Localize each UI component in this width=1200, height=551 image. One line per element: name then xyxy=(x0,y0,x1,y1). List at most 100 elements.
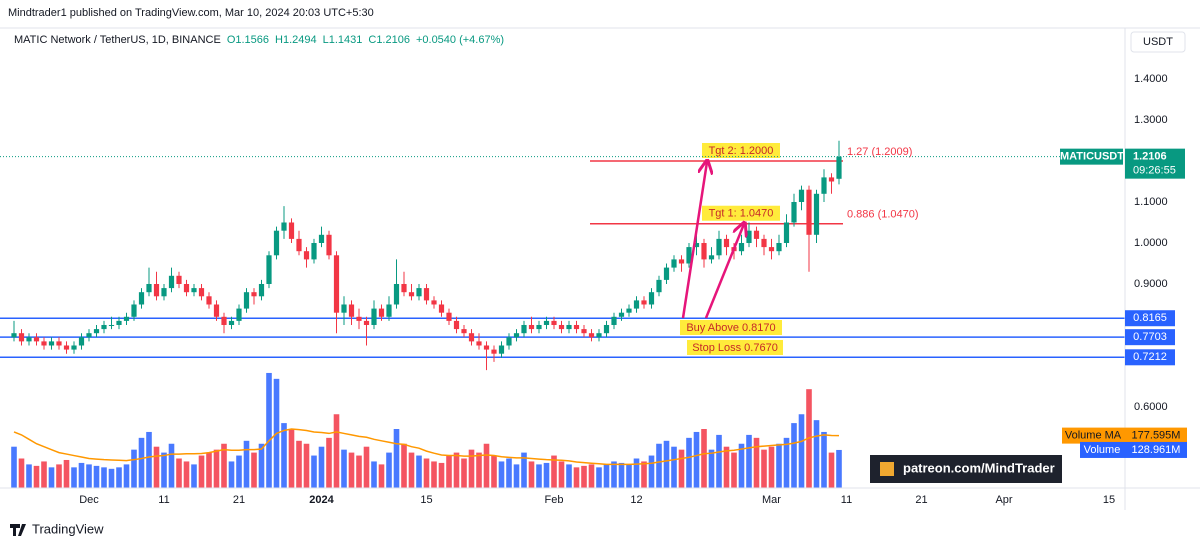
candle-body xyxy=(101,324,107,330)
footer-brand: TradingView xyxy=(32,521,104,536)
candle-body xyxy=(108,324,115,326)
level-label: 0.7703 xyxy=(1133,331,1167,343)
volume-bar xyxy=(708,449,715,488)
candle-body xyxy=(836,156,842,179)
candle-body xyxy=(326,234,332,256)
volume-bar xyxy=(416,455,422,488)
candle-body xyxy=(288,222,295,239)
volume-bar xyxy=(768,446,775,488)
candle-body xyxy=(71,345,77,350)
candle-body xyxy=(701,242,707,260)
watermark: patreon.com/MindTrader xyxy=(903,460,1055,475)
volume-bar xyxy=(183,461,190,488)
candle-body xyxy=(236,308,242,321)
volume-bar xyxy=(371,461,377,488)
candle-body xyxy=(453,320,460,330)
volume-bar xyxy=(641,461,647,488)
volume-bar xyxy=(198,455,205,488)
arrow xyxy=(681,162,707,319)
candle-body xyxy=(11,333,17,338)
candle-body xyxy=(716,238,722,256)
volume-bar xyxy=(281,423,287,488)
volume-bar xyxy=(663,440,670,488)
volume-bar xyxy=(558,461,565,488)
candle-body xyxy=(48,341,55,346)
note: Buy Above 0.8170 xyxy=(686,322,775,334)
volume-bar xyxy=(108,468,115,488)
candle-body xyxy=(176,275,182,284)
level-label-box xyxy=(1125,310,1175,327)
volume-bar xyxy=(836,449,842,488)
candle-body xyxy=(266,255,272,284)
symbol-title: MATIC Network / TetherUS, 1D, BINANCE xyxy=(14,34,221,46)
volume-bar xyxy=(438,462,445,488)
volume-bar xyxy=(798,414,805,488)
candle-body xyxy=(536,324,542,330)
candle-body xyxy=(363,320,370,325)
volume-bar xyxy=(251,452,257,488)
candle-body xyxy=(551,320,557,325)
volume-bar xyxy=(528,461,535,488)
volume-bar xyxy=(153,446,160,488)
y-tick-label: 0.9000 xyxy=(1134,278,1168,290)
volume-bar xyxy=(716,434,722,488)
volume-name-box xyxy=(1080,441,1125,458)
candle-body xyxy=(783,222,790,243)
candle-body xyxy=(581,329,587,334)
volume-bar xyxy=(116,467,122,488)
volume-bar xyxy=(176,458,182,488)
volume-bar xyxy=(93,465,100,488)
candle-body xyxy=(813,193,820,235)
volume-bar xyxy=(813,420,820,488)
volume-bar xyxy=(648,455,655,488)
candle-body xyxy=(558,324,565,330)
candle-body xyxy=(251,292,257,297)
volume-bar xyxy=(693,431,700,488)
candle-body xyxy=(311,242,317,260)
volume-bar xyxy=(146,431,152,488)
volume-ma-name-box xyxy=(1062,427,1125,444)
volume-bar xyxy=(551,455,557,488)
volume-bar xyxy=(821,431,827,488)
legend-change: +0.0540 (+4.67%) xyxy=(416,34,504,46)
volume-bar xyxy=(746,434,752,488)
volume-bar xyxy=(611,461,617,488)
volume-bar xyxy=(48,467,55,488)
volume-bar xyxy=(828,452,835,488)
volume-bar xyxy=(596,467,602,488)
legend-low: L1.1431 xyxy=(323,34,363,46)
candle-body xyxy=(723,238,730,248)
x-tick-label: 11 xyxy=(841,494,852,506)
candle-body xyxy=(761,238,767,248)
candle-body xyxy=(333,255,340,313)
candle-body xyxy=(303,251,310,260)
candle-body xyxy=(663,267,670,280)
volume-bar xyxy=(461,458,467,488)
volume-bar xyxy=(723,446,730,488)
level-label: 0.7212 xyxy=(1133,351,1167,363)
y-tick-label: 1.1000 xyxy=(1134,196,1168,208)
volume-bar xyxy=(423,458,430,488)
volume-bar xyxy=(408,452,415,488)
price-box xyxy=(1125,148,1185,179)
currency-box[interactable] xyxy=(1130,31,1186,53)
candle-body xyxy=(791,201,797,223)
volume-bar xyxy=(11,446,17,488)
candle-body xyxy=(386,304,392,317)
x-tick-label: 11 xyxy=(158,494,169,506)
volume-bar xyxy=(791,423,797,488)
volume-bar xyxy=(363,446,370,488)
candle-body xyxy=(168,275,175,289)
target-box xyxy=(702,205,780,221)
symbol-box xyxy=(1060,148,1123,165)
currency[interactable]: USDT xyxy=(1143,36,1173,48)
candle-body xyxy=(708,255,715,260)
watermark-box xyxy=(870,455,1062,483)
logo xyxy=(10,524,26,536)
candle-body xyxy=(821,177,827,194)
x-tick-label: 15 xyxy=(1103,494,1115,506)
candle-body xyxy=(671,259,677,268)
volume-bar xyxy=(483,443,490,488)
volume-bar xyxy=(446,455,452,488)
